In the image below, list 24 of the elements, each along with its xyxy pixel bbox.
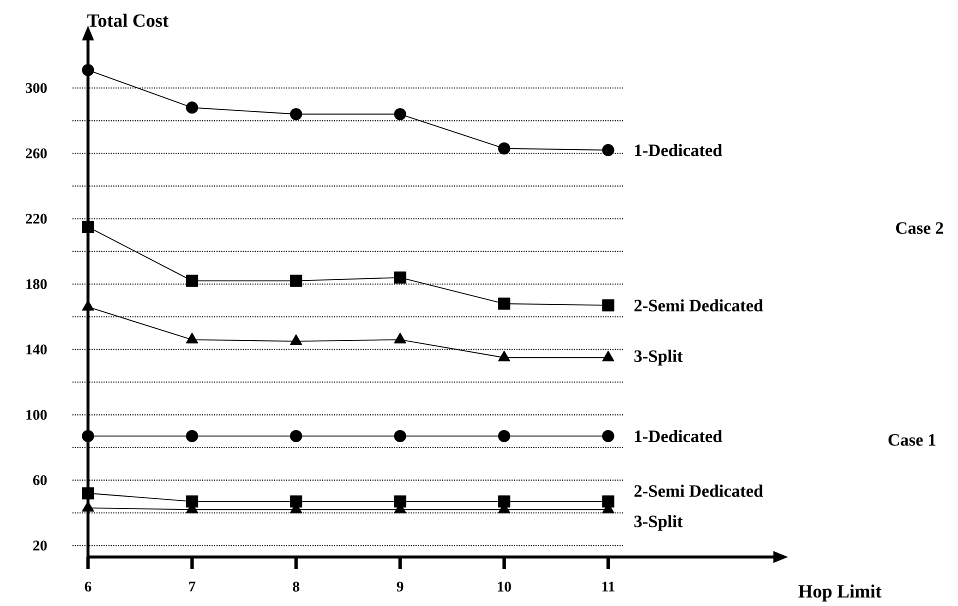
y-tick-label: 140 [26,344,47,354]
x-tick-label: 10 [498,582,511,592]
y-tick-label: 100 [26,410,47,420]
y-tick-label: 60 [33,475,47,486]
x-tick-label: 8 [292,582,300,592]
x-axis-title: Hop Limit [798,584,882,602]
x-tick-label: 9 [396,582,404,592]
x-tick-label: 6 [84,582,92,592]
y-tick-label: 20 [33,540,47,550]
text: Case 1 [888,434,936,446]
y-tick-label: 220 [26,214,47,224]
x-tick-label: 7 [189,582,196,592]
y-axis-title: Total Cost [87,14,169,27]
y-tick-label: 260 [26,148,47,158]
x-tick-label: 11 [602,582,614,592]
y-tick-label: 300 [26,83,47,93]
series-label: 2-Semi Dedicated [634,484,764,497]
series-label: 3-Split [634,350,683,366]
text: Case 2 [896,222,944,234]
series-label: 2-Semi Dedicated [634,299,764,312]
series-label: 1-Dedicated [635,144,722,156]
y-tick-label: 180 [26,279,47,290]
series-label: 3-Split [634,515,683,531]
series-label: 1-Dedicated [635,430,722,442]
